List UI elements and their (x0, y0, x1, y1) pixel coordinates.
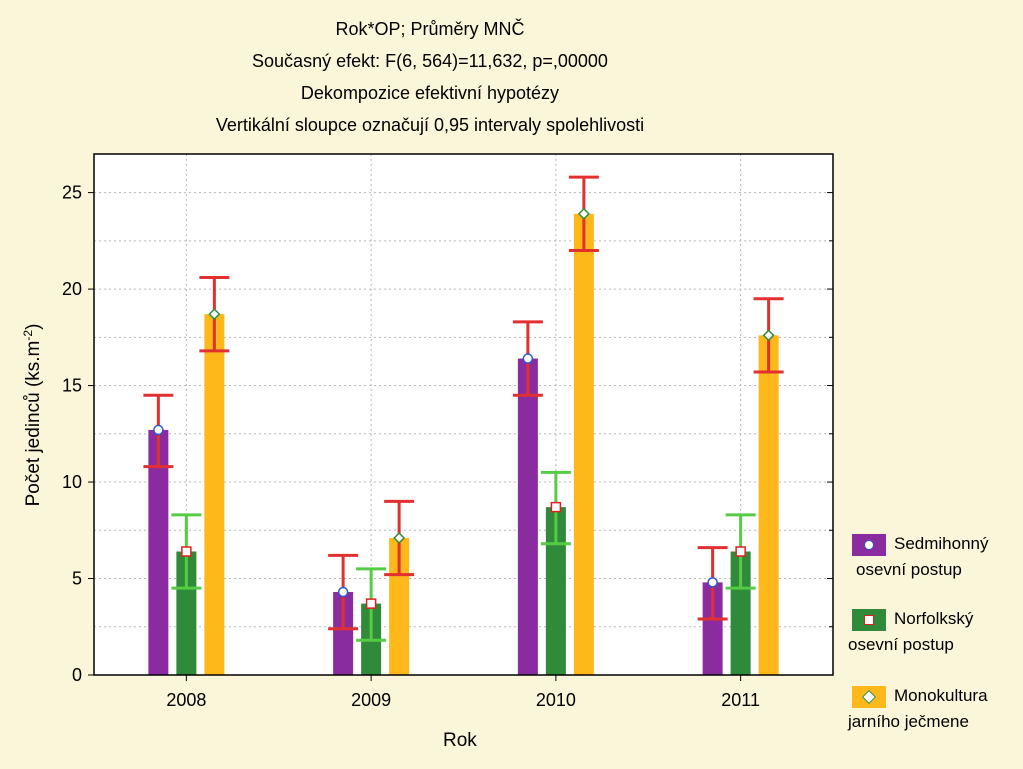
mean-marker-diamond (208, 308, 221, 321)
mean-marker-square (735, 546, 746, 557)
legend-swatch-purple (852, 534, 886, 556)
y-tick-label: 15 (62, 376, 82, 396)
legend-label-line2: osevní postup (856, 560, 962, 579)
y-axis-label-sup: -2 (20, 329, 35, 341)
bar (730, 551, 751, 675)
bar (702, 582, 723, 675)
y-axis-label-tail: ) (23, 323, 45, 330)
bar (148, 429, 169, 675)
plot-frame (93, 153, 834, 676)
bar (545, 507, 566, 675)
diamond-marker-icon (861, 689, 877, 705)
x-axis-label: Rok (443, 730, 477, 751)
legend-label-line1: Monokultura (894, 686, 988, 705)
x-tick-label: 2009 (351, 690, 391, 710)
bar (517, 358, 538, 675)
y-tick-label: 5 (72, 569, 82, 589)
mean-marker-circle (522, 353, 534, 364)
y-axis-label-text: Počet jedinců (ks.m (23, 340, 45, 507)
legend-swatch-orange (852, 686, 886, 708)
legend-swatch-green (852, 609, 886, 631)
bar (573, 213, 594, 675)
x-tick-label: 2011 (721, 690, 760, 710)
legend-label-line1: Sedmihonný (894, 534, 989, 553)
bar (204, 314, 225, 675)
bar (333, 592, 354, 675)
y-tick-label: 25 (62, 183, 82, 203)
square-marker-icon (864, 615, 874, 625)
mean-marker-diamond (393, 531, 406, 545)
chart-subtitle-ci: Vertikální sloupce označují 0,95 interva… (215, 115, 645, 135)
bar (176, 551, 197, 675)
legend-label-line1: Norfolkský (894, 609, 974, 628)
mean-marker-square (181, 546, 192, 557)
y-tick-label: 20 (62, 279, 82, 299)
legend-label-line2: osevní postup (848, 635, 954, 654)
bar (389, 537, 410, 675)
mean-marker-diamond (762, 329, 775, 342)
mean-marker-circle (337, 586, 349, 598)
mean-marker-diamond (577, 207, 590, 220)
y-axis-label: Počet jedinců (ks.m-2) (21, 324, 45, 507)
chart-title: Rok*OP; Průměry MNČ (335, 19, 525, 39)
chart-subtitle-decomposition: Dekompozice efektivní hypotézy (300, 83, 560, 103)
mean-marker-circle (707, 577, 718, 588)
legend-label-line2: jarního ječmene (848, 712, 969, 731)
circle-marker-icon (864, 540, 874, 550)
bar (758, 335, 779, 675)
x-tick-label: 2008 (166, 690, 206, 710)
y-tick-label: 0 (72, 665, 82, 685)
mean-marker-circle (153, 424, 164, 436)
mean-marker-square (365, 598, 377, 609)
x-tick-label: 2010 (536, 690, 576, 710)
mean-marker-square (550, 501, 562, 513)
chart-subtitle-effect: Současný efekt: F(6, 564)=11,632, p=,000… (252, 51, 608, 71)
y-tick-label: 10 (62, 472, 82, 492)
